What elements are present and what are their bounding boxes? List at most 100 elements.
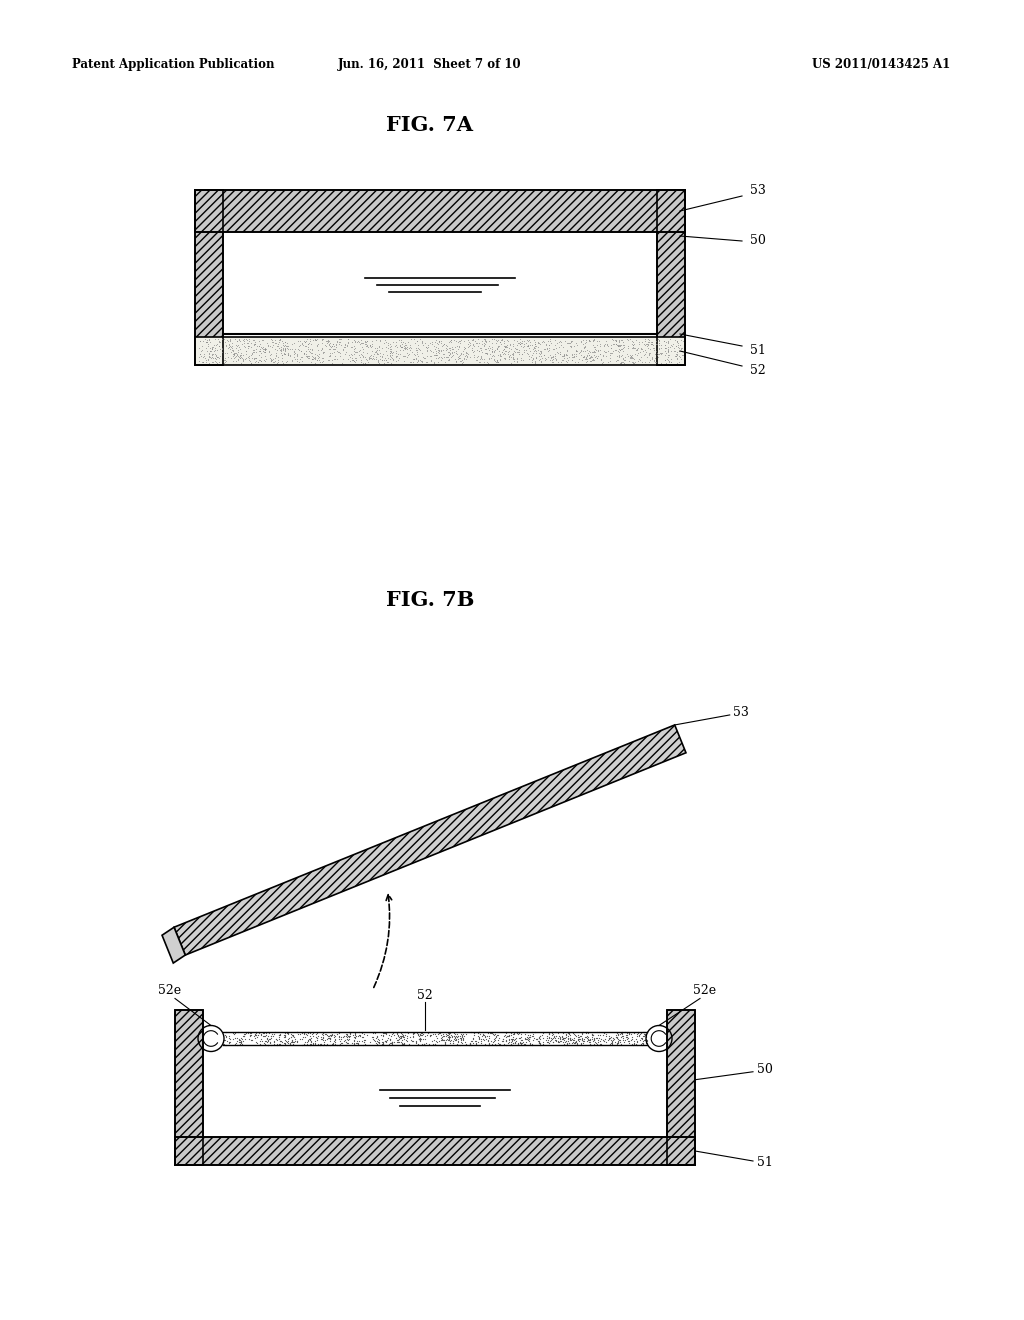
Point xyxy=(590,345,606,366)
Point xyxy=(416,1022,432,1043)
Point xyxy=(500,1026,516,1047)
Point xyxy=(434,1028,451,1049)
Point xyxy=(393,1030,410,1051)
Point xyxy=(668,335,684,356)
Point xyxy=(646,347,663,368)
Point xyxy=(465,329,481,350)
Point xyxy=(540,1032,556,1053)
Point xyxy=(516,339,532,360)
Point xyxy=(610,335,627,356)
Point xyxy=(391,1028,408,1049)
Point xyxy=(234,1034,251,1055)
Point xyxy=(435,334,452,355)
Point xyxy=(585,1027,601,1048)
Point xyxy=(614,1026,631,1047)
Point xyxy=(271,331,288,352)
Point xyxy=(441,331,458,352)
Point xyxy=(476,335,493,356)
Bar xyxy=(223,232,657,337)
Point xyxy=(351,339,368,360)
Point xyxy=(431,342,447,363)
Point xyxy=(263,337,280,358)
Point xyxy=(296,342,312,363)
Point xyxy=(252,338,268,359)
Point xyxy=(480,348,497,370)
Point xyxy=(276,331,293,352)
Point xyxy=(488,1026,505,1047)
Point xyxy=(294,1028,310,1049)
Point xyxy=(634,351,650,372)
Point xyxy=(392,1027,409,1048)
Point xyxy=(571,343,588,364)
Point xyxy=(610,1030,627,1051)
Point xyxy=(552,1030,568,1051)
Point xyxy=(263,331,280,352)
Point xyxy=(503,1024,519,1045)
Point xyxy=(379,345,395,366)
Point xyxy=(380,351,396,372)
Point xyxy=(602,1034,618,1055)
Point xyxy=(244,343,260,364)
Point xyxy=(222,342,239,363)
Point xyxy=(324,348,340,370)
Point xyxy=(507,1028,523,1049)
FancyArrowPatch shape xyxy=(374,895,391,987)
Point xyxy=(415,346,431,367)
Point xyxy=(329,1034,345,1055)
Point xyxy=(492,1027,508,1048)
Point xyxy=(505,334,521,355)
Point xyxy=(245,342,261,363)
Point xyxy=(272,1034,289,1055)
Point xyxy=(449,350,465,371)
Point xyxy=(615,334,632,355)
Point xyxy=(285,1026,301,1047)
Point xyxy=(364,348,380,370)
Point xyxy=(299,1031,315,1052)
Point xyxy=(559,1034,575,1055)
Point xyxy=(478,338,495,359)
Point xyxy=(468,1034,484,1055)
Point xyxy=(421,1034,437,1055)
Point xyxy=(462,1034,478,1055)
Point xyxy=(447,350,464,371)
Point xyxy=(614,1026,631,1047)
Point xyxy=(433,330,450,351)
Point xyxy=(321,338,337,359)
Point xyxy=(214,338,230,359)
Point xyxy=(470,1031,486,1052)
Point xyxy=(280,345,296,366)
Point xyxy=(563,1030,580,1051)
Point xyxy=(580,350,596,371)
Point xyxy=(356,1031,373,1052)
Point xyxy=(605,1030,622,1051)
Point xyxy=(411,1026,427,1047)
Point xyxy=(609,1027,626,1048)
Point xyxy=(390,347,407,368)
Point xyxy=(418,1032,434,1053)
Point xyxy=(315,1034,332,1055)
Point xyxy=(501,343,517,364)
Point xyxy=(657,338,674,359)
Point xyxy=(306,343,323,364)
Point xyxy=(217,1026,233,1047)
Point xyxy=(370,1026,386,1047)
Point xyxy=(568,339,585,360)
Point xyxy=(238,337,254,358)
Point xyxy=(398,1022,415,1043)
Point xyxy=(526,331,543,352)
Point xyxy=(346,1031,362,1052)
Point xyxy=(228,345,245,366)
Point xyxy=(271,1024,288,1045)
Point xyxy=(374,1028,390,1049)
Point xyxy=(436,1030,453,1051)
Point xyxy=(316,335,333,356)
Point xyxy=(630,338,646,359)
Point xyxy=(519,335,536,356)
Point xyxy=(271,1034,288,1055)
Point xyxy=(555,1028,571,1049)
Point xyxy=(359,337,376,358)
Point xyxy=(250,1024,266,1045)
Point xyxy=(260,1022,276,1043)
Point xyxy=(253,346,269,367)
Point xyxy=(537,338,553,359)
